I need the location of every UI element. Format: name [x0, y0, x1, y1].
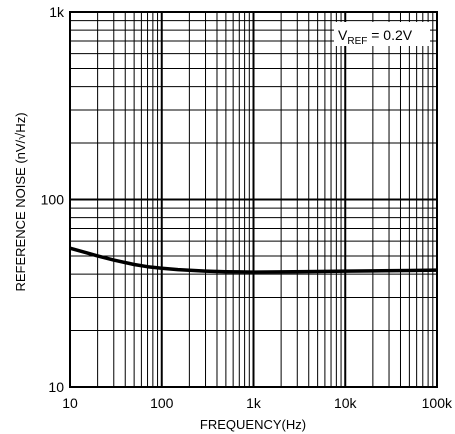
x-tick-label: 10	[62, 395, 78, 411]
x-axis-title: FREQUENCY(Hz)	[200, 417, 306, 432]
annotation-background	[334, 22, 430, 46]
y-tick-label: 100	[41, 192, 65, 208]
annotation-subscript: REF	[347, 36, 367, 47]
plot-frame	[69, 11, 438, 388]
major-gridlines	[70, 12, 437, 387]
y-tick-labels: 10 100 1k	[41, 4, 65, 395]
annotation-value: = 0.2V	[367, 27, 412, 43]
y-axis-title: REFERENCE NOISE (nV/√Hz)	[13, 112, 28, 291]
y-tick-label: 10	[48, 379, 64, 395]
y-tick-label: 1k	[49, 4, 65, 20]
x-tick-label: 100k	[422, 395, 453, 411]
x-tick-labels: 10 100 1k 10k 100k	[62, 395, 453, 411]
x-tick-label: 1k	[246, 395, 262, 411]
annotation-v: V	[338, 27, 348, 43]
x-tick-label: 10k	[334, 395, 358, 411]
x-tick-label: 100	[150, 395, 174, 411]
vref-annotation: VREF = 0.2V	[338, 27, 413, 47]
noise-curve	[69, 246, 438, 274]
